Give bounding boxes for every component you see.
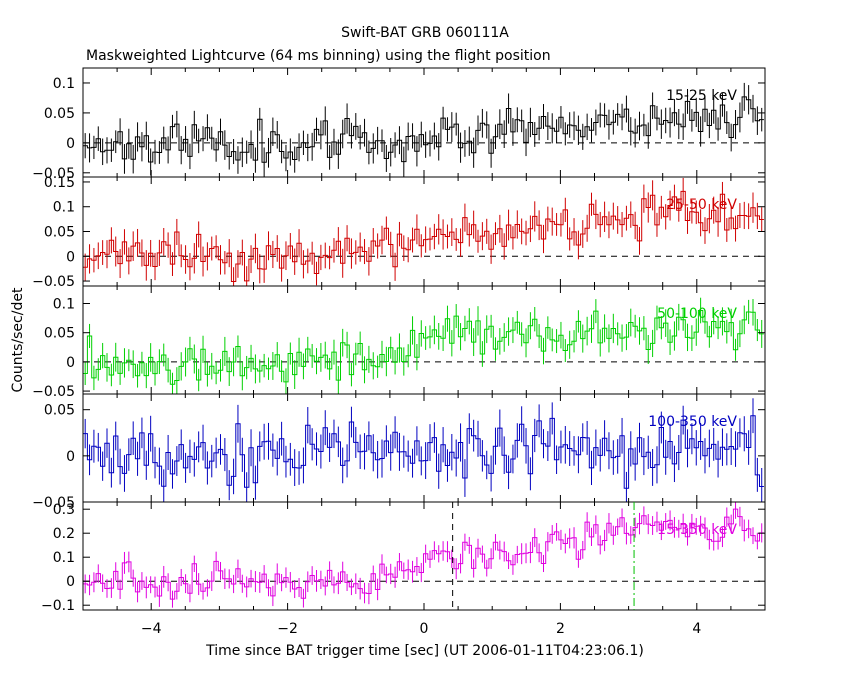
panel-frame <box>82 285 766 395</box>
y-tick-label: 0.1 <box>53 76 75 92</box>
panel-100-350-kev: −0.05 0 0.05 100-350 keV <box>32 393 766 511</box>
y-tick-label: 0.15 <box>44 175 75 191</box>
y-tick-label: 0.05 <box>44 106 75 122</box>
panel-50-100-kev: −0.05 0 0.05 0.1 50-100 keV <box>32 285 766 400</box>
panel-frame <box>82 67 766 178</box>
y-tick-label: −0.1 <box>41 598 75 614</box>
panel-15-350-kev: −0.1 0 0.1 0.2 0.3 15-350 keV <box>41 501 766 614</box>
y-tick-label: 0 <box>66 355 75 371</box>
y-tick-label: −0.05 <box>32 166 75 182</box>
y-tick-label: −0.05 <box>32 495 75 511</box>
panel-15-25-kev: −0.05 0 0.05 0.1 15-25 keV <box>32 67 766 182</box>
error-bars <box>84 82 763 177</box>
y-tick-label: 0.1 <box>53 200 75 216</box>
lightcurve-line <box>83 415 764 489</box>
lightcurve-line <box>83 508 764 600</box>
y-tick-label: 0.05 <box>44 326 75 342</box>
y-tick-label: −0.05 <box>32 274 75 290</box>
x-tick-labels: −4 −2 0 2 4 <box>141 621 701 637</box>
y-tick-label: 0 <box>66 249 75 265</box>
panels-group: −0.05 0 0.05 0.1 15-25 keV −0.05 0 0.05 0.1 0.15 2… <box>32 67 766 637</box>
chart-title: Swift-BAT GRB 060111A <box>341 25 509 41</box>
band-label: 25-50 keV <box>666 197 737 213</box>
lightcurve-line <box>83 310 764 385</box>
x-axis-label: Time since BAT trigger time [sec] (UT 20… <box>205 643 644 659</box>
y-axis-label: Counts/sec/det <box>10 287 26 392</box>
lightcurve-line <box>83 190 764 282</box>
error-bars <box>84 177 763 286</box>
y-tick-label: −0.05 <box>32 384 75 400</box>
y-tick-label: 0 <box>66 574 75 590</box>
band-label: 50-100 keV <box>657 306 737 322</box>
band-label: 15-350 keV <box>657 522 737 538</box>
band-label: 100-350 keV <box>648 414 737 430</box>
y-tick-label: 0.1 <box>53 297 75 313</box>
chart-subtitle: Maskweighted Lightcurve (64 ms binning) … <box>86 48 551 64</box>
y-tick-label: 0.2 <box>53 526 75 542</box>
y-tick-label: 0.1 <box>53 550 75 566</box>
y-tick-label: 0 <box>66 136 75 152</box>
y-tick-label: 0.3 <box>53 502 75 518</box>
x-tick-label: −2 <box>277 621 298 637</box>
y-tick-label: 0.05 <box>44 403 75 419</box>
y-tick-label: 0 <box>66 449 75 465</box>
band-label: 15-25 keV <box>666 88 737 104</box>
y-tick-label: 0.05 <box>44 225 75 241</box>
x-tick-label: 4 <box>692 621 701 637</box>
x-tick-label: 2 <box>556 621 565 637</box>
x-tick-label: 0 <box>420 621 429 637</box>
x-tick-label: −4 <box>141 621 162 637</box>
panel-frame <box>82 393 766 503</box>
lightcurve-line <box>83 96 764 163</box>
panel-25-50-kev: −0.05 0 0.05 0.1 0.15 25-50 keV <box>32 175 766 290</box>
